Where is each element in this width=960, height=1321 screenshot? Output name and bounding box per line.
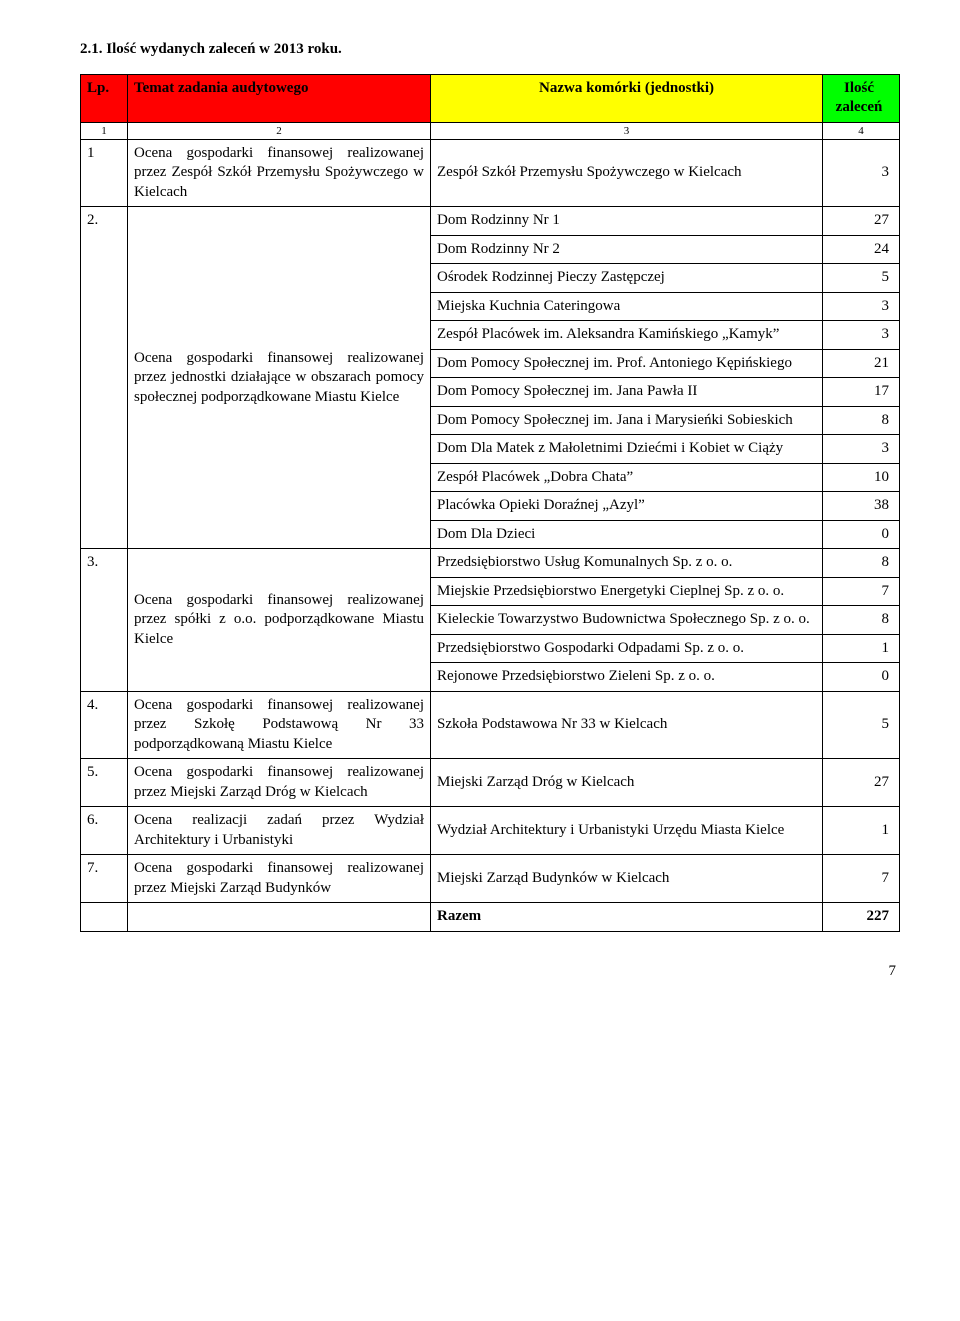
topic-cell: Ocena gospodarki finansowej realizowanej…	[128, 855, 431, 903]
lp-cell: 7.	[81, 855, 128, 903]
unit-count-cell: 38	[823, 492, 900, 521]
unit-name-cell: Placówka Opieki Doraźnej „Azyl”	[431, 492, 823, 521]
unit-count-cell: 3	[823, 435, 900, 464]
unit-count-cell: 5	[823, 691, 900, 759]
total-blank	[128, 903, 431, 932]
header-lp: Lp.	[81, 74, 128, 122]
unit-name-cell: Miejska Kuchnia Cateringowa	[431, 292, 823, 321]
topic-cell: Ocena gospodarki finansowej realizowanej…	[128, 207, 431, 549]
topic-cell: Ocena gospodarki finansowej realizowanej…	[128, 759, 431, 807]
lp-cell: 6.	[81, 807, 128, 855]
total-blank	[81, 903, 128, 932]
unit-name-cell: Miejski Zarząd Dróg w Kielcach	[431, 759, 823, 807]
lp-cell: 5.	[81, 759, 128, 807]
header-unit: Nazwa komórki (jednostki)	[431, 74, 823, 122]
unit-count-cell: 0	[823, 663, 900, 692]
total-row: Razem227	[81, 903, 900, 932]
unit-count-cell: 3	[823, 321, 900, 350]
unit-name-cell: Zespół Szkół Przemysłu Spożywczego w Kie…	[431, 139, 823, 207]
unit-name-cell: Dom Pomocy Społecznej im. Jana Pawła II	[431, 378, 823, 407]
unit-name-cell: Przedsiębiorstwo Gospodarki Odpadami Sp.…	[431, 634, 823, 663]
topic-cell: Ocena gospodarki finansowej realizowanej…	[128, 549, 431, 692]
unit-count-cell: 17	[823, 378, 900, 407]
subheader-4: 4	[823, 122, 900, 139]
total-label: Razem	[431, 903, 823, 932]
table-row: 7.Ocena gospodarki finansowej realizowan…	[81, 855, 900, 903]
table-row: 4.Ocena gospodarki finansowej realizowan…	[81, 691, 900, 759]
unit-count-cell: 8	[823, 406, 900, 435]
unit-count-cell: 8	[823, 606, 900, 635]
unit-count-cell: 8	[823, 549, 900, 578]
unit-count-cell: 3	[823, 292, 900, 321]
table-subheader-row: 1 2 3 4	[81, 122, 900, 139]
unit-name-cell: Zespół Placówek im. Aleksandra Kamińskie…	[431, 321, 823, 350]
unit-name-cell: Ośrodek Rodzinnej Pieczy Zastępczej	[431, 264, 823, 293]
lp-cell: 3.	[81, 549, 128, 692]
unit-count-cell: 5	[823, 264, 900, 293]
header-topic: Temat zadania audytowego	[128, 74, 431, 122]
unit-name-cell: Zespół Placówek „Dobra Chata”	[431, 463, 823, 492]
unit-count-cell: 24	[823, 235, 900, 264]
unit-count-cell: 1	[823, 807, 900, 855]
lp-cell: 4.	[81, 691, 128, 759]
unit-name-cell: Szkoła Podstawowa Nr 33 w Kielcach	[431, 691, 823, 759]
table-header-row: Lp. Temat zadania audytowego Nazwa komór…	[81, 74, 900, 122]
unit-name-cell: Kieleckie Towarzystwo Budownictwa Społec…	[431, 606, 823, 635]
subheader-1: 1	[81, 122, 128, 139]
unit-name-cell: Dom Pomocy Społecznej im. Prof. Antonieg…	[431, 349, 823, 378]
subheader-2: 2	[128, 122, 431, 139]
unit-name-cell: Wydział Architektury i Urbanistyki Urzęd…	[431, 807, 823, 855]
unit-count-cell: 7	[823, 855, 900, 903]
topic-cell: Ocena gospodarki finansowej realizowanej…	[128, 139, 431, 207]
unit-count-cell: 1	[823, 634, 900, 663]
unit-name-cell: Dom Pomocy Społecznej im. Jana i Marysie…	[431, 406, 823, 435]
subheader-3: 3	[431, 122, 823, 139]
unit-name-cell: Dom Rodzinny Nr 1	[431, 207, 823, 236]
topic-cell: Ocena realizacji zadań przez Wydział Arc…	[128, 807, 431, 855]
unit-name-cell: Rejonowe Przedsiębiorstwo Zieleni Sp. z …	[431, 663, 823, 692]
recommendations-table: Lp. Temat zadania audytowego Nazwa komór…	[80, 74, 900, 932]
unit-count-cell: 3	[823, 139, 900, 207]
topic-cell: Ocena gospodarki finansowej realizowanej…	[128, 691, 431, 759]
page-number: 7	[80, 962, 900, 982]
table-row: 6.Ocena realizacji zadań przez Wydział A…	[81, 807, 900, 855]
unit-count-cell: 10	[823, 463, 900, 492]
lp-cell: 1	[81, 139, 128, 207]
unit-count-cell: 27	[823, 207, 900, 236]
unit-name-cell: Dom Rodzinny Nr 2	[431, 235, 823, 264]
unit-name-cell: Dom Dla Dzieci	[431, 520, 823, 549]
unit-count-cell: 27	[823, 759, 900, 807]
table-row: 3.Ocena gospodarki finansowej realizowan…	[81, 549, 900, 578]
total-count: 227	[823, 903, 900, 932]
section-title: 2.1. Ilość wydanych zaleceń w 2013 roku.	[80, 40, 900, 60]
unit-count-cell: 21	[823, 349, 900, 378]
table-row: 2.Ocena gospodarki finansowej realizowan…	[81, 207, 900, 236]
unit-name-cell: Miejskie Przedsiębiorstwo Energetyki Cie…	[431, 577, 823, 606]
unit-count-cell: 7	[823, 577, 900, 606]
table-row: 1Ocena gospodarki finansowej realizowane…	[81, 139, 900, 207]
unit-count-cell: 0	[823, 520, 900, 549]
table-row: 5.Ocena gospodarki finansowej realizowan…	[81, 759, 900, 807]
unit-name-cell: Przedsiębiorstwo Usług Komunalnych Sp. z…	[431, 549, 823, 578]
header-count: Ilość zaleceń	[823, 74, 900, 122]
unit-name-cell: Miejski Zarząd Budynków w Kielcach	[431, 855, 823, 903]
unit-name-cell: Dom Dla Matek z Małoletnimi Dziećmi i Ko…	[431, 435, 823, 464]
lp-cell: 2.	[81, 207, 128, 549]
